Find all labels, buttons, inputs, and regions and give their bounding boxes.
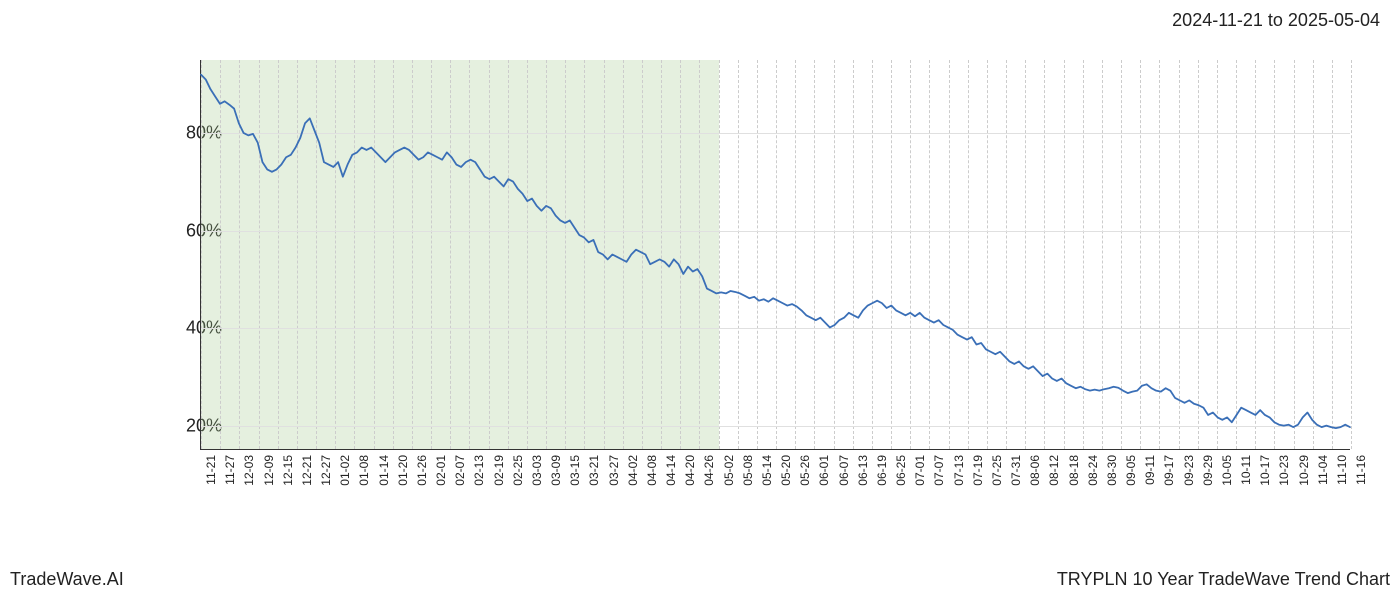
x-tick-label: 08-30 xyxy=(1105,455,1119,486)
trend-line xyxy=(201,75,1350,429)
x-tick-label: 02-01 xyxy=(434,455,448,486)
x-tick-label: 07-25 xyxy=(990,455,1004,486)
x-tick-label: 04-20 xyxy=(683,455,697,486)
x-tick-label: 12-15 xyxy=(281,455,295,486)
x-tick-label: 10-05 xyxy=(1220,455,1234,486)
x-tick-label: 12-09 xyxy=(262,455,276,486)
x-tick-label: 04-08 xyxy=(645,455,659,486)
x-tick-label: 02-25 xyxy=(511,455,525,486)
x-tick-label: 11-16 xyxy=(1354,455,1368,485)
x-tick-label: 06-01 xyxy=(817,455,831,486)
x-tick-label: 08-12 xyxy=(1047,455,1061,486)
x-tick-label: 05-14 xyxy=(760,455,774,486)
x-tick-label: 03-21 xyxy=(587,455,601,486)
x-tick-label: 08-24 xyxy=(1086,455,1100,486)
x-tick-label: 06-19 xyxy=(875,455,889,486)
x-tick-label: 01-14 xyxy=(377,455,391,486)
x-tick-label: 11-27 xyxy=(223,455,237,485)
x-tick-label: 04-02 xyxy=(626,455,640,486)
x-tick-label: 05-08 xyxy=(741,455,755,486)
x-tick-label: 08-06 xyxy=(1028,455,1042,486)
x-tick-label: 11-10 xyxy=(1335,455,1349,485)
x-tick-label: 09-29 xyxy=(1201,455,1215,486)
x-tick-label: 07-07 xyxy=(932,455,946,486)
x-tick-label: 07-13 xyxy=(952,455,966,486)
x-tick-label: 06-13 xyxy=(856,455,870,486)
x-tick-label: 02-13 xyxy=(472,455,486,486)
x-tick-label: 01-02 xyxy=(338,455,352,486)
x-tick-label: 03-03 xyxy=(530,455,544,486)
x-tick-label: 03-15 xyxy=(568,455,582,486)
x-tick-label: 09-05 xyxy=(1124,455,1138,486)
plot-area xyxy=(200,60,1350,450)
x-tick-label: 12-21 xyxy=(300,455,314,486)
x-tick-label: 01-20 xyxy=(396,455,410,486)
chart-container: 20%40%60%80% 11-2111-2712-0312-0912-1512… xyxy=(130,60,1380,480)
x-tick-label: 09-11 xyxy=(1143,455,1157,485)
x-tick-label: 07-19 xyxy=(971,455,985,486)
x-tick-label: 09-17 xyxy=(1162,455,1176,486)
x-tick-label: 01-26 xyxy=(415,455,429,486)
chart-title: TRYPLN 10 Year TradeWave Trend Chart xyxy=(1057,569,1390,590)
x-tick-label: 11-04 xyxy=(1316,455,1330,485)
x-tick-label: 11-21 xyxy=(204,455,218,485)
x-tick-label: 07-01 xyxy=(913,455,927,486)
x-tick-label: 05-26 xyxy=(798,455,812,486)
x-tick-label: 06-07 xyxy=(837,455,851,486)
x-tick-label: 03-27 xyxy=(607,455,621,486)
x-tick-label: 05-20 xyxy=(779,455,793,486)
x-tick-label: 10-23 xyxy=(1277,455,1291,486)
brand-label: TradeWave.AI xyxy=(10,569,124,590)
x-tick-label: 04-14 xyxy=(664,455,678,486)
x-tick-label: 01-08 xyxy=(357,455,371,486)
line-series xyxy=(201,60,1350,449)
x-tick-label: 07-31 xyxy=(1009,455,1023,486)
x-tick-label: 02-07 xyxy=(453,455,467,486)
x-tick-label: 12-27 xyxy=(319,455,333,486)
x-tick-label: 10-17 xyxy=(1258,455,1272,486)
x-tick-label: 08-18 xyxy=(1067,455,1081,486)
x-tick-label: 09-23 xyxy=(1182,455,1196,486)
x-tick-label: 10-29 xyxy=(1297,455,1311,486)
x-tick-label: 10-11 xyxy=(1239,455,1253,485)
date-range-label: 2024-11-21 to 2025-05-04 xyxy=(1172,10,1380,31)
x-tick-label: 02-19 xyxy=(492,455,506,486)
x-tick-label: 04-26 xyxy=(702,455,716,486)
x-tick-label: 06-25 xyxy=(894,455,908,486)
x-tick-label: 12-03 xyxy=(242,455,256,486)
x-tick-label: 03-09 xyxy=(549,455,563,486)
x-tick-label: 05-02 xyxy=(722,455,736,486)
